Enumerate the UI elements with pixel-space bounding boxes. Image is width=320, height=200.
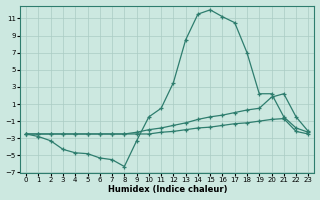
- X-axis label: Humidex (Indice chaleur): Humidex (Indice chaleur): [108, 185, 227, 194]
